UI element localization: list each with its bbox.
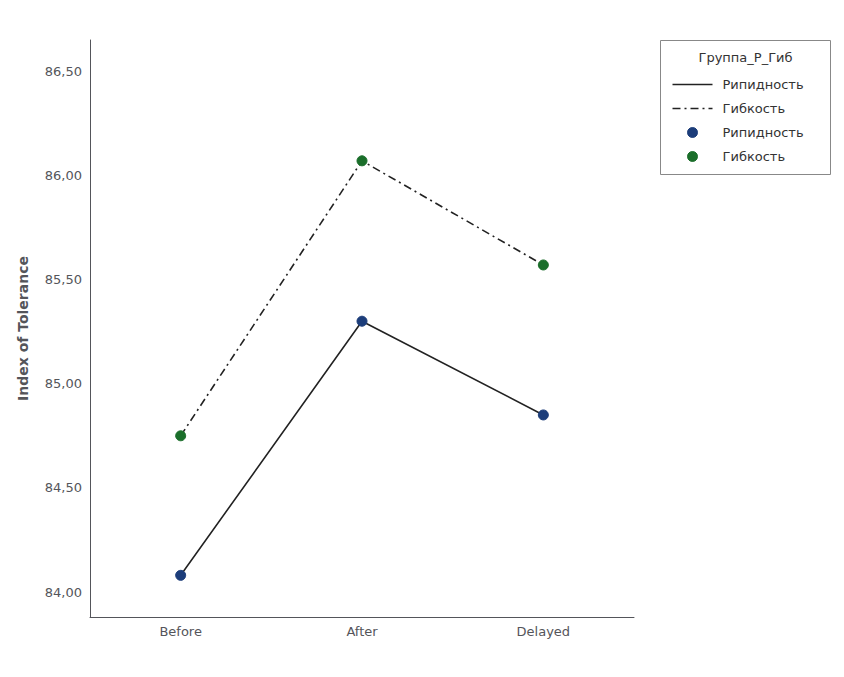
svg-text:86,00: 86,00 bbox=[45, 168, 82, 183]
svg-text:85,50: 85,50 bbox=[45, 272, 82, 287]
svg-text:84,50: 84,50 bbox=[45, 480, 82, 495]
svg-text:Index of Tolerance: Index of Tolerance bbox=[15, 256, 31, 401]
svg-text:Гибкость: Гибкость bbox=[723, 149, 786, 164]
svg-text:Before: Before bbox=[159, 624, 202, 639]
svg-text:Delayed: Delayed bbox=[517, 624, 571, 639]
svg-text:Рипидность: Рипидность bbox=[723, 125, 804, 140]
svg-text:Группа_Р_Гиб: Группа_Р_Гиб bbox=[698, 50, 792, 65]
svg-text:After: After bbox=[346, 624, 378, 639]
svg-text:86,50: 86,50 bbox=[45, 64, 82, 79]
svg-text:84,00: 84,00 bbox=[45, 585, 82, 600]
svg-text:Гибкость: Гибкость bbox=[723, 101, 786, 116]
svg-text:Рипидность: Рипидность bbox=[723, 77, 804, 92]
svg-text:85,00: 85,00 bbox=[45, 376, 82, 391]
